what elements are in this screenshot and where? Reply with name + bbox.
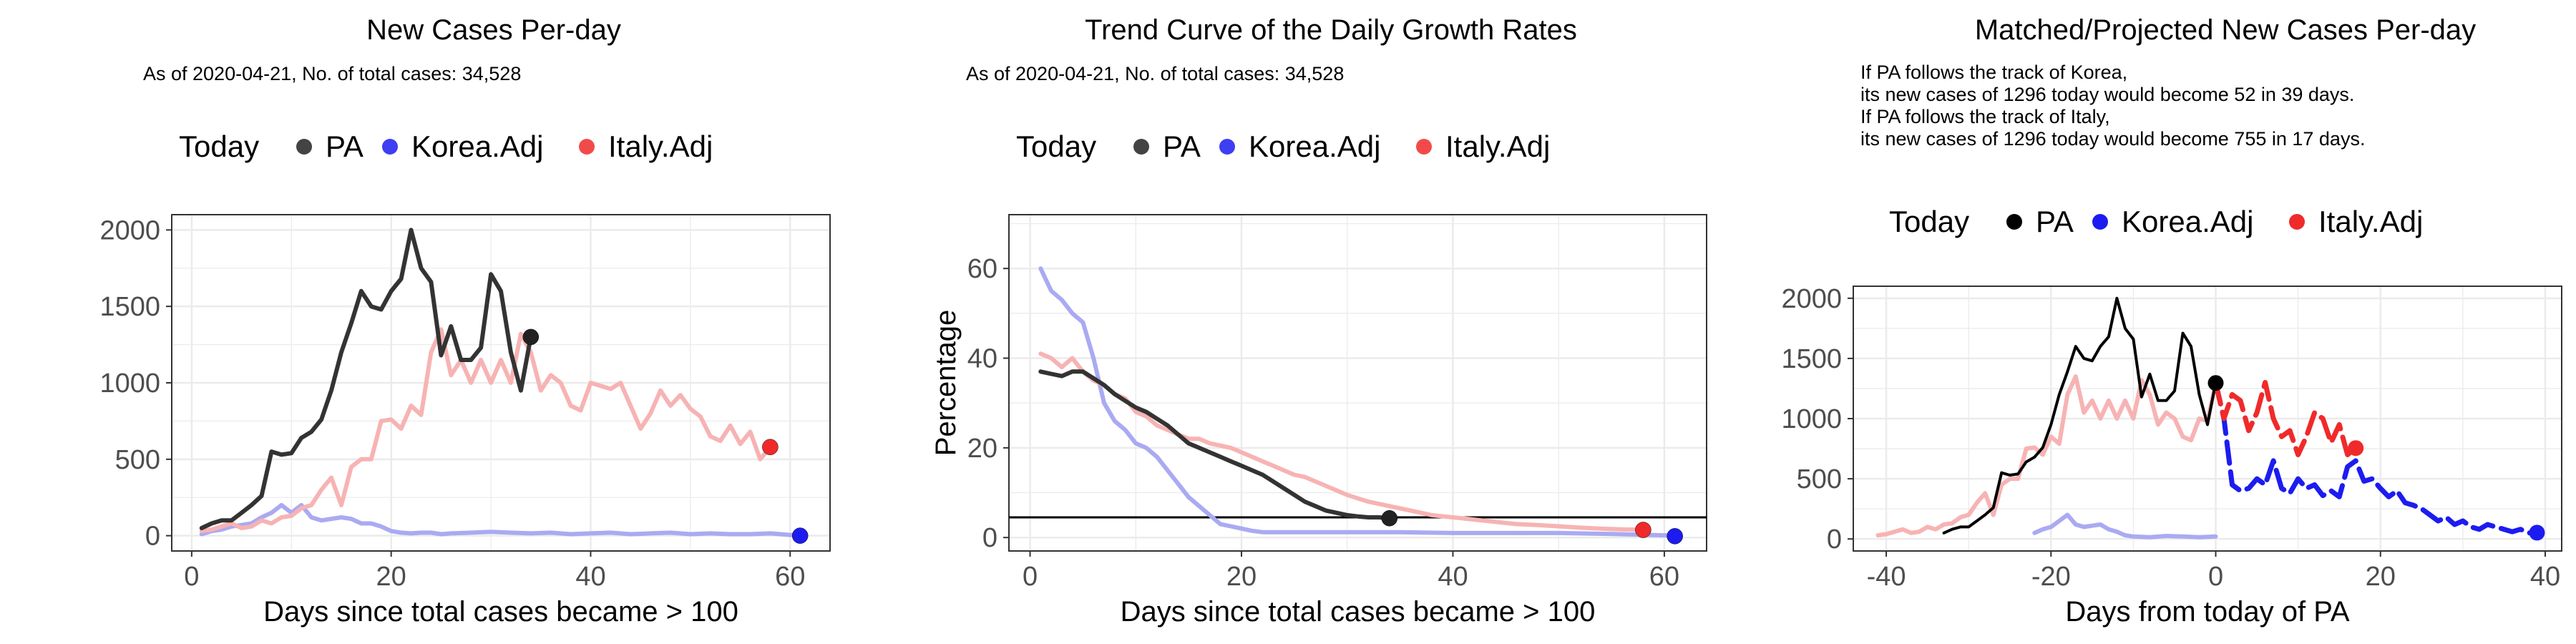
x-axis-title: Days from today of PA [2065, 596, 2350, 628]
y-tick-label: 1000 [99, 369, 160, 399]
today-point-korea-adj [791, 527, 809, 544]
legend-marker [2006, 214, 2022, 230]
legend-marker [1133, 139, 1149, 155]
y-tick-label: 60 [967, 254, 997, 284]
panel-title: Matched/Projected New Cases Per-day [1975, 14, 2476, 46]
legend-title: Today [1016, 130, 1096, 163]
plot-area [1009, 215, 1707, 551]
y-tick-label: 1500 [1781, 344, 1842, 374]
x-tick-label: 20 [2366, 562, 2396, 592]
series-line-pa [199, 228, 533, 530]
legend: Today PA Korea.Adj Italy.Adj [1016, 130, 1550, 163]
y-tick-label: 0 [1827, 525, 1842, 555]
y-tick-label: 1500 [99, 292, 160, 322]
y-tick-label: 1000 [1781, 404, 1842, 434]
series-line-italy-adj [2213, 380, 2358, 457]
x-tick-label: 40 [1438, 562, 1468, 592]
legend-entry: PA [2036, 205, 2074, 238]
legend-entry: Korea.Adj [411, 130, 543, 163]
legend-entry: Korea.Adj [2122, 205, 2253, 238]
legend-marker [579, 139, 595, 155]
panel-subtitle: As of 2020-04-21, No. of total cases: 34… [143, 63, 521, 84]
today-point-pa [1381, 510, 1398, 527]
legend-marker [2289, 214, 2305, 230]
legend-entry: Korea.Adj [1249, 130, 1380, 163]
legend: Today PA Korea.Adj Italy.Adj [179, 130, 713, 163]
y-tick-label: 500 [115, 445, 160, 475]
y-tick-label: 2000 [1781, 284, 1842, 314]
panel-2: Trend Curve of the Daily Growth Rates As … [930, 14, 1707, 628]
x-tick-label: -20 [2031, 562, 2071, 592]
x-tick-label: 40 [575, 562, 605, 592]
y-tick-label: 0 [145, 522, 160, 552]
panel-note: If PA follows the track of Italy, [1860, 106, 2110, 127]
x-tick-label: 20 [1226, 562, 1257, 592]
x-tick-label: 20 [376, 562, 406, 592]
series-line-italy-adj [1875, 374, 2218, 538]
x-tick-label: 40 [2530, 562, 2560, 592]
legend-marker [1219, 139, 1235, 155]
panel-note: If PA follows the track of Korea, [1860, 62, 2127, 83]
y-tick-label: 0 [982, 523, 997, 553]
panel-note: its new cases of 1296 today would become… [1860, 84, 2354, 105]
today-point-pa [522, 328, 540, 346]
series-line-korea-adj [2032, 512, 2218, 540]
x-tick-label: 0 [2208, 562, 2223, 592]
plot-border [1008, 214, 1707, 552]
today-point-pa [2207, 375, 2224, 391]
panel-title: New Cases Per-day [366, 14, 621, 46]
panel-3: Matched/Projected New Cases Per-day If PA… [1781, 14, 2562, 628]
panel-1: New Cases Per-day As of 2020-04-21, No. o… [99, 14, 831, 628]
legend-entry: PA [1163, 130, 1201, 163]
legend-marker [382, 139, 398, 155]
legend: Today PA Korea.Adj Italy.Adj [1889, 205, 2423, 238]
series-line-pa [1038, 369, 1392, 521]
legend-entry: Italy.Adj [2318, 205, 2423, 238]
x-tick-label: 60 [1649, 562, 1679, 592]
legend-title: Today [1889, 205, 1969, 238]
y-axis-title: Percentage [930, 310, 962, 457]
x-tick-label: 0 [1023, 562, 1038, 592]
y-tick-label: 2000 [99, 215, 160, 245]
panel-subtitle: As of 2020-04-21, No. of total cases: 34… [966, 63, 1344, 84]
today-point-italy-adj [762, 439, 779, 455]
panel-title: Trend Curve of the Daily Growth Rates [1085, 14, 1577, 46]
series-line-korea-adj [1038, 266, 1677, 538]
legend-marker [2092, 214, 2108, 230]
x-tick-label: 0 [184, 562, 199, 592]
y-tick-label: 500 [1797, 464, 1842, 494]
x-axis-title: Days since total cases became > 100 [1121, 596, 1596, 628]
series-line-korea-adj [2213, 380, 2540, 536]
series-line-korea-adj [199, 502, 803, 537]
today-point-korea-adj [1667, 528, 1683, 545]
today-point-italy-adj [1635, 522, 1652, 538]
legend-title: Today [179, 130, 259, 163]
x-tick-label: -40 [1867, 562, 1906, 592]
legend-entry: Italy.Adj [608, 130, 713, 163]
x-axis-title: Days since total cases became > 100 [263, 596, 738, 628]
legend-marker [1416, 139, 1432, 155]
legend-entry: Italy.Adj [1445, 130, 1550, 163]
legend-marker [296, 139, 312, 155]
today-point-italy-adj [2348, 440, 2364, 457]
panel-note: its new cases of 1296 today would become… [1860, 128, 2365, 150]
y-tick-label: 40 [967, 344, 997, 374]
today-point-korea-adj [2529, 525, 2545, 541]
legend-entry: PA [326, 130, 364, 163]
x-tick-label: 60 [775, 562, 805, 592]
series-line-pa [1942, 296, 2218, 535]
y-tick-label: 20 [967, 434, 997, 464]
series-line-italy-adj [199, 327, 773, 534]
